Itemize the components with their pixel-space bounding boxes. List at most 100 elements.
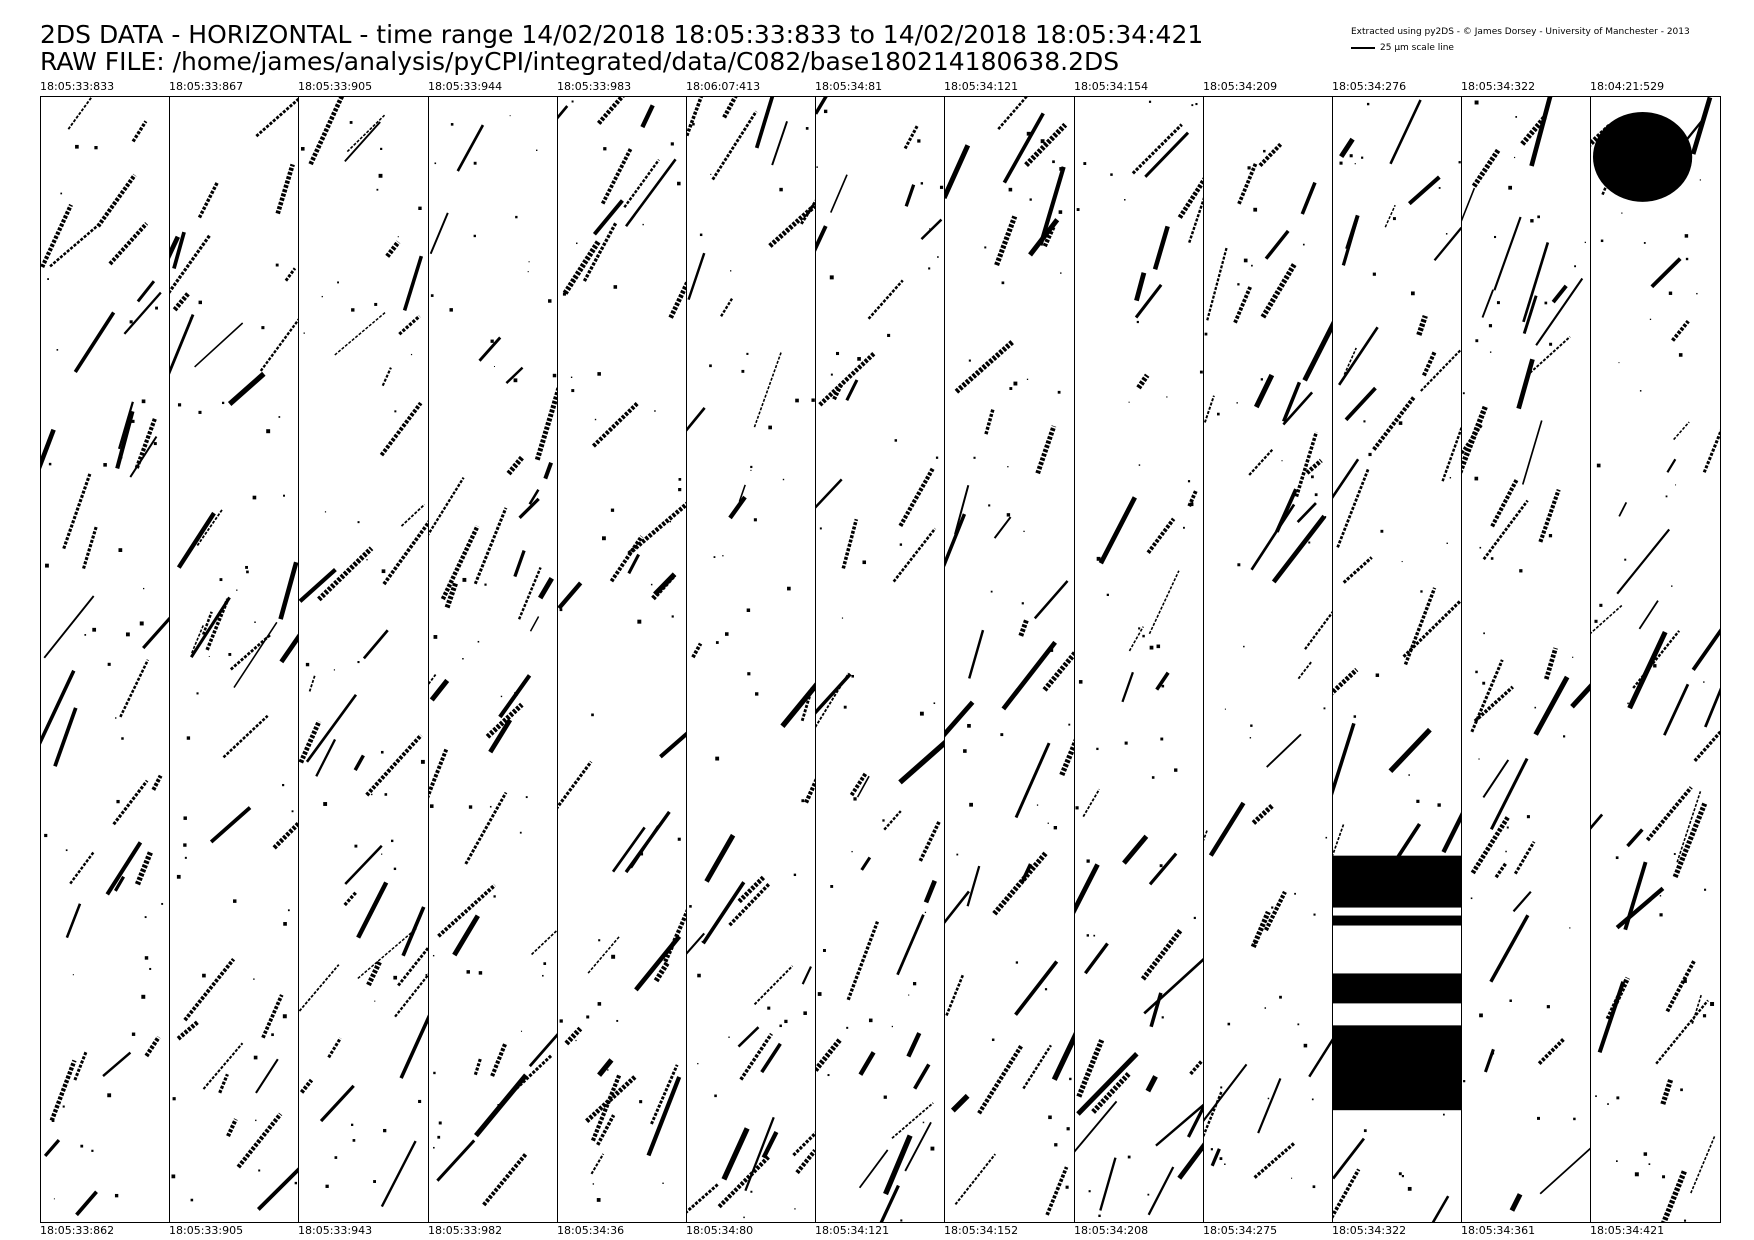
particle [611,826,646,873]
scale-line-icon [1351,47,1375,49]
particle [315,738,337,777]
particle-fragment [1110,173,1113,176]
particle [317,546,374,602]
particle-fragment [1366,102,1370,106]
particle [1177,1142,1203,1180]
particle [1441,812,1461,854]
particle-fragment [1546,1005,1550,1009]
particle [1533,675,1570,736]
particle-fragment [92,627,97,632]
particle [1237,162,1258,205]
scale-legend: 25 μm scale line [1351,43,1454,53]
particle [366,959,383,987]
particle-fragment [1009,387,1013,390]
particle-fragment [598,939,601,942]
particle [590,1074,622,1142]
particle-fragment [1249,737,1252,739]
particle-fragment [394,410,397,413]
particle-fragment [1534,706,1537,709]
particle-fragment [53,1198,55,1200]
particle-fragment [45,563,49,568]
particle-fragment [1029,198,1032,201]
particle [596,97,625,125]
particle-fragment [1702,1014,1707,1018]
particle-fragment [1530,219,1534,223]
particle [194,322,244,368]
particle [920,218,943,241]
particle-image [299,97,428,1208]
strip-end-time: 18:05:34:421 [1590,1224,1665,1237]
particle [1489,757,1529,831]
particle-image [1075,100,1203,1218]
particle-fragment [1149,645,1154,650]
particle-image [429,115,557,1207]
strip-start-time: 18:05:33:833 [40,80,115,93]
strip-end-time: 18:05:34:121 [815,1224,890,1237]
particle-fragment [1253,940,1257,944]
particle-fragment [282,783,285,787]
particle [954,1153,996,1206]
particle-fragment [515,215,518,219]
particle-fragment [922,1121,925,1124]
particle [1260,262,1298,319]
particle-fragment [384,793,388,796]
particle [1388,727,1432,774]
particle [344,121,381,163]
particle [1671,319,1690,342]
particle-fragment [1008,187,1013,192]
particle [529,616,540,632]
particle-fragment [1401,1174,1404,1178]
particle-fragment [381,853,383,855]
particle-fragment [784,1019,788,1024]
particle-fragment [477,640,480,643]
particle [1333,667,1359,696]
particle [202,1042,244,1090]
particle-fragment [1624,558,1627,561]
particle-fragment [489,805,492,808]
strip-end-time: 18:05:34:152 [944,1224,1019,1237]
particle [62,473,92,550]
particle-fragment [144,916,147,919]
particle-fragment [1058,210,1063,214]
particle [591,401,639,448]
particle-fragment [1312,1185,1316,1189]
particle-fragment [176,874,181,879]
particle [1482,759,1510,799]
particle-fragment [374,302,378,306]
particle [1018,619,1029,637]
image-strip [1590,96,1721,1223]
particle [1001,640,1057,711]
particle [343,891,358,907]
particle-fragment [753,518,757,522]
particle-fragment [473,161,477,165]
particle-fragment [827,1074,830,1077]
particle-fragment [678,488,682,492]
particle-fragment [236,589,238,591]
particle-fragment [1161,1016,1164,1019]
particle [816,225,828,252]
particle-fragment [830,373,833,376]
particle-fragment [1513,156,1516,159]
particle-fragment [710,173,712,175]
particle-fragment [1250,724,1253,727]
particle-fragment [1054,1143,1058,1147]
particle-fragment [750,469,752,471]
particle [456,124,485,172]
particle [1493,216,1522,291]
particle [623,159,660,209]
particle-fragment [650,583,653,586]
particle-blob [1333,855,1461,1111]
particle-fragment [1479,1013,1483,1018]
particle-fragment [283,494,286,497]
image-strip [944,96,1075,1223]
particle [1616,528,1671,595]
particle [596,1114,616,1146]
particle [102,1051,132,1078]
particle-fragment [1237,563,1241,567]
particle [592,199,624,236]
particle-fragment [1475,670,1478,674]
particle [170,234,211,294]
particle-fragment [1260,378,1263,381]
particle [1535,277,1584,346]
particle [1035,425,1057,475]
